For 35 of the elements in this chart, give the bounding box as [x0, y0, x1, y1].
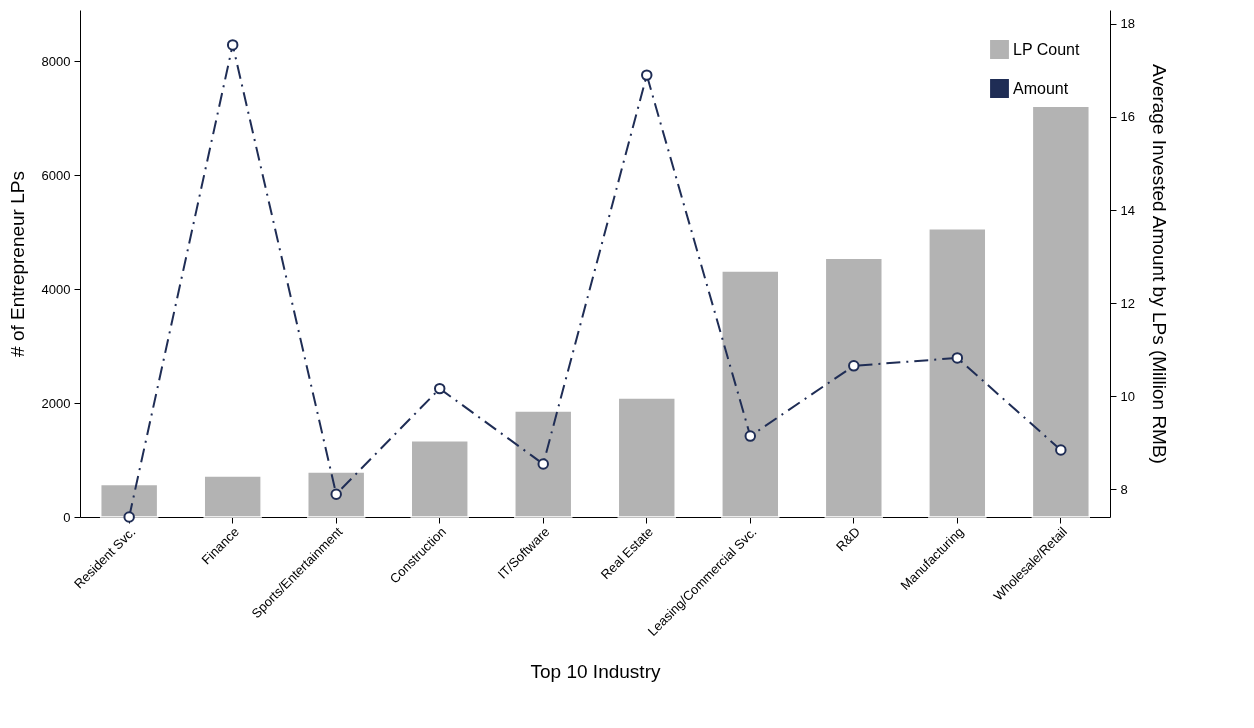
y2-tick-label: 18 — [1120, 16, 1135, 32]
y-tick-label: 4000 — [41, 281, 71, 297]
y2-tick-label: 12 — [1120, 295, 1135, 311]
point — [123, 511, 135, 523]
point — [744, 430, 757, 442]
y-tick-label: 0 — [63, 509, 71, 525]
y-tick-label: 8000 — [41, 53, 71, 69]
point — [848, 360, 860, 372]
bar — [410, 439, 469, 518]
point — [226, 39, 239, 51]
y-tick-label: 6000 — [41, 167, 71, 183]
point — [433, 382, 446, 395]
point — [641, 69, 653, 81]
bar — [617, 397, 676, 518]
y2-tick-label: 8 — [1120, 481, 1128, 497]
point — [1055, 444, 1067, 456]
bar — [306, 471, 366, 518]
y2-tick-label: 14 — [1120, 202, 1135, 218]
y-tick-label: 2000 — [41, 395, 71, 411]
point — [951, 352, 964, 364]
bar — [824, 257, 884, 518]
legend-label: LP Count — [1013, 40, 1080, 58]
bar — [514, 410, 573, 518]
bar — [928, 228, 987, 518]
bar — [721, 270, 780, 518]
x-axis-title: Top 10 Industry — [530, 660, 661, 682]
point — [330, 488, 342, 500]
bar — [203, 475, 262, 518]
y2-axis-title: Average Invested Amount by LPs (Million RMB) — [1148, 64, 1170, 464]
y2-tick-label: 16 — [1120, 109, 1135, 125]
y-axis-title: # of Entrepreneur LPs — [6, 171, 28, 357]
point — [537, 458, 549, 470]
legend-label: Amount — [1013, 79, 1069, 97]
y2-tick-label: 10 — [1120, 388, 1135, 404]
bar — [1031, 105, 1091, 518]
